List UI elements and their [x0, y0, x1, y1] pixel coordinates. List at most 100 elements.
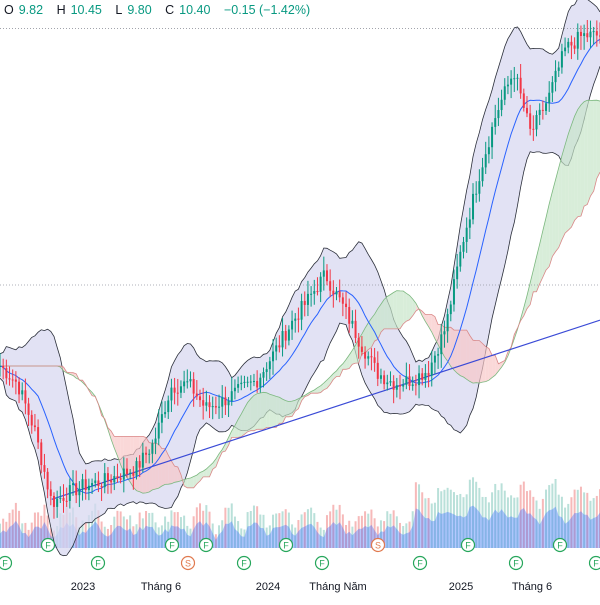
cloud-segment	[587, 100, 590, 204]
cloud-segment	[594, 100, 597, 191]
marker-label: F	[2, 559, 8, 569]
candle-body	[234, 388, 236, 391]
candle-body	[320, 277, 322, 292]
candle-body	[577, 32, 579, 49]
candle-body	[358, 338, 360, 347]
candle-body	[107, 473, 109, 480]
candle-body	[409, 376, 411, 386]
candle-body	[570, 42, 572, 46]
financials-marker: F	[510, 557, 523, 570]
financials-marker: F	[414, 557, 427, 570]
candle-body	[24, 390, 26, 403]
candle-body	[221, 397, 223, 406]
cloud-segment	[248, 399, 251, 432]
cloud-segment	[492, 355, 495, 377]
x-tick-label: 2025	[449, 581, 473, 593]
candle-body	[31, 415, 33, 426]
cloud-segment	[267, 393, 270, 428]
cloud-segment	[562, 145, 565, 240]
cloud-segment	[571, 116, 574, 227]
candle-body	[47, 472, 49, 490]
financials-marker: F	[554, 539, 567, 552]
candle-body	[180, 386, 182, 392]
cloud-segment	[590, 100, 593, 196]
cloud-segment	[406, 293, 409, 321]
candle-body	[548, 93, 550, 104]
candle-body	[336, 291, 338, 294]
candle-body	[145, 453, 147, 455]
candle-body	[285, 331, 287, 341]
candle-body	[288, 330, 290, 341]
cloud-segment	[460, 330, 463, 377]
cloud-segment	[114, 436, 117, 456]
candle-body	[69, 485, 71, 501]
financials-marker: F	[238, 557, 251, 570]
candle-body	[466, 228, 468, 242]
candle-body	[269, 361, 271, 369]
candle-body	[139, 461, 141, 468]
candle-body	[456, 267, 458, 280]
candle-body	[224, 397, 226, 405]
candle-body	[389, 381, 391, 382]
cloud-segment	[273, 395, 276, 427]
cloud-segment	[175, 466, 178, 482]
candle-body	[510, 79, 512, 85]
candle-body	[218, 407, 220, 408]
cloud-segment	[286, 401, 289, 417]
candle-body	[386, 382, 388, 384]
cloud-segment	[390, 292, 393, 329]
x-tick-label: Tháng 6	[512, 581, 552, 593]
cloud-segment	[575, 109, 578, 220]
candle-body	[307, 294, 309, 305]
candle-body	[437, 354, 439, 356]
cloud-segment	[470, 335, 473, 383]
cloud-segment	[581, 102, 584, 216]
candle-body	[28, 403, 30, 414]
cloud-segment	[489, 348, 492, 380]
marker-label: F	[203, 541, 209, 551]
candle-body	[596, 31, 598, 35]
candle-body	[428, 373, 430, 376]
candle-body	[367, 356, 369, 358]
candle-body	[494, 118, 496, 127]
candle-body	[50, 489, 52, 496]
candle-body	[478, 181, 480, 194]
candle-body	[405, 376, 407, 384]
candle-body	[243, 382, 245, 383]
candle-body	[40, 442, 42, 465]
cloud-segment	[486, 347, 489, 382]
candle-body	[91, 483, 93, 486]
candle-body	[345, 304, 347, 307]
candle-body	[462, 242, 464, 252]
candle-body	[136, 461, 138, 476]
candle-body	[205, 402, 207, 405]
marker-label: F	[319, 559, 325, 569]
cloud-segment	[260, 392, 263, 429]
financials-marker: F	[42, 539, 55, 552]
candle-body	[450, 304, 452, 314]
candle-body	[266, 369, 268, 372]
marker-label: F	[417, 559, 423, 569]
cloud-segment	[257, 393, 260, 429]
candle-body	[253, 381, 255, 382]
candle-body	[110, 480, 112, 482]
candle-body	[513, 78, 515, 79]
candle-body	[393, 381, 395, 390]
candle-body	[561, 51, 563, 67]
cloud-segment	[289, 401, 292, 417]
candle-body	[507, 85, 509, 87]
financials-marker: F	[92, 557, 105, 570]
candle-body	[355, 321, 357, 338]
candle-body	[237, 384, 239, 388]
financials-marker: F	[280, 539, 293, 552]
candle-body	[240, 383, 242, 384]
candle-body	[259, 378, 261, 388]
candle-body	[272, 351, 274, 361]
candle-body	[589, 32, 591, 38]
cloud-segment	[565, 134, 568, 233]
